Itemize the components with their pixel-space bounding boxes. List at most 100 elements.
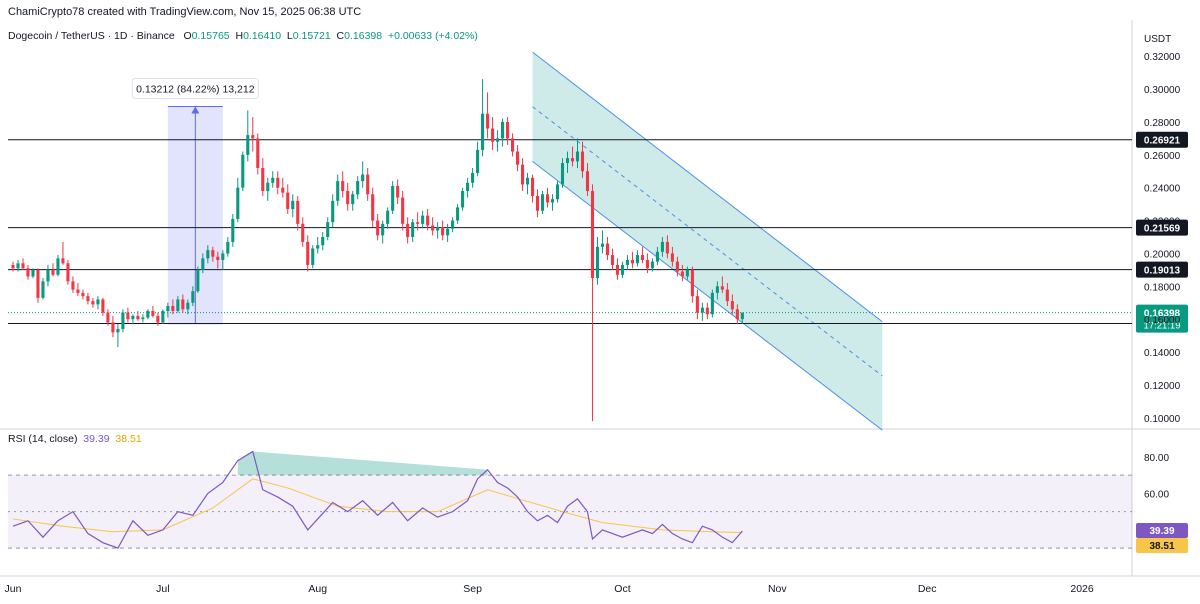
- candle-body: [685, 269, 689, 277]
- candle-body: [206, 250, 210, 259]
- candle-body: [575, 151, 580, 162]
- price-tick-label: 0.18000: [1144, 282, 1181, 293]
- candle-body: [690, 269, 694, 297]
- level-tag: [1136, 131, 1188, 148]
- candle-body: [620, 264, 625, 275]
- candle-body: [585, 171, 590, 191]
- candle-body: [725, 289, 729, 302]
- level-tag-label: 0.21569: [1144, 224, 1181, 235]
- countdown-label: 17:21:19: [1144, 321, 1181, 332]
- candle-body: [525, 177, 530, 185]
- candle-body: [81, 292, 85, 297]
- candle-body: [640, 255, 644, 261]
- candle-body: [655, 251, 659, 262]
- rsi-ma-label: 38.51: [1149, 541, 1174, 552]
- candle-body: [201, 258, 205, 270]
- time-tick-label: Sep: [463, 583, 482, 595]
- candle-body: [16, 263, 20, 269]
- candle-body: [520, 164, 525, 185]
- symbol-info: Dogecoin / TetherUS · 1D · Binance O0.15…: [8, 30, 478, 42]
- candle-body: [645, 260, 649, 269]
- candle-body: [236, 187, 240, 219]
- rsi-value-label: 39.39: [1149, 526, 1174, 537]
- candle-body: [491, 128, 495, 142]
- candle-body: [545, 194, 550, 203]
- candle-body: [635, 255, 639, 264]
- price-tick-label: 0.20000: [1144, 249, 1181, 260]
- level-tag: [1136, 315, 1188, 332]
- high-value: 0.16410: [243, 30, 282, 42]
- candle-body: [630, 260, 634, 264]
- candle-body: [615, 264, 620, 275]
- candle-body: [451, 220, 455, 229]
- candle-body: [625, 260, 629, 265]
- candle-body: [146, 310, 150, 318]
- candle-body: [281, 187, 285, 193]
- candle-body: [126, 312, 130, 320]
- price-tick-label: 0.16000: [1144, 315, 1181, 326]
- rsi-legend: RSI (14, close) 39.39 38.51: [8, 433, 142, 445]
- candle-body: [720, 286, 724, 290]
- candle-body: [366, 174, 370, 195]
- price-tick-label: 0.32000: [1144, 52, 1181, 63]
- candle-body: [560, 163, 565, 185]
- rsi-value-tag: [1136, 522, 1188, 538]
- candle-body: [111, 322, 115, 333]
- level-tag-label: 0.19013: [1144, 266, 1181, 277]
- candle-body: [76, 289, 80, 293]
- candle-body: [296, 200, 300, 224]
- candle-body: [660, 241, 664, 252]
- time-tick-label: Jun: [5, 583, 22, 595]
- candle-body: [131, 315, 135, 320]
- channel-upper-line: [532, 51, 883, 323]
- candle-body: [11, 264, 15, 269]
- close-value: 0.16398: [344, 30, 383, 42]
- candle-body: [436, 227, 440, 231]
- rsi-label: RSI (14, close): [8, 433, 78, 445]
- candle-body: [266, 182, 270, 191]
- candle-body: [181, 299, 185, 310]
- time-tick-label: Oct: [614, 583, 630, 595]
- rsi-ma-tag: [1136, 537, 1188, 553]
- rsi-tick-label: 60.00: [1144, 489, 1169, 500]
- rsi-overbought-fill: [237, 451, 488, 476]
- candle-body: [286, 192, 290, 210]
- candle-body: [96, 299, 100, 305]
- currency-label: USDT: [1144, 34, 1171, 45]
- candle-body: [361, 174, 365, 182]
- candle-body: [406, 223, 410, 237]
- candle-body: [186, 302, 190, 310]
- candle-body: [241, 154, 245, 188]
- candle-body: [605, 243, 610, 256]
- candle-body: [66, 263, 70, 282]
- level-tag-label: 0.15737: [1144, 319, 1181, 330]
- candle-body: [331, 200, 335, 223]
- candle-body: [141, 317, 145, 320]
- candle-body: [416, 222, 420, 224]
- candle-body: [251, 135, 255, 139]
- low-value: 0.15721: [292, 30, 331, 42]
- candle-body: [211, 250, 215, 257]
- candle-body: [91, 301, 95, 305]
- measure-label: 0.13212 (84.22%) 13,212: [136, 84, 255, 96]
- candle-body: [321, 237, 325, 246]
- candle-body: [311, 248, 315, 265]
- price-tick-label: 0.22000: [1144, 217, 1181, 228]
- candle-body: [336, 181, 340, 201]
- candle-body: [346, 190, 350, 205]
- rsi-legend-ma: 38.51: [115, 433, 142, 445]
- change-value: +0.00633 (+4.02%): [387, 30, 478, 42]
- last-price-label: 0.16398: [1144, 309, 1181, 320]
- candle-body: [466, 182, 470, 191]
- candle-body: [86, 296, 90, 302]
- candle-body: [196, 269, 200, 292]
- candle-body: [700, 307, 704, 313]
- rsi-legend-value: 39.39: [83, 433, 110, 445]
- candle-body: [61, 258, 65, 264]
- candle-body: [271, 177, 275, 183]
- candle-body: [31, 269, 35, 277]
- candle-body: [456, 207, 460, 221]
- candle-body: [71, 281, 75, 290]
- candle-body: [101, 299, 105, 313]
